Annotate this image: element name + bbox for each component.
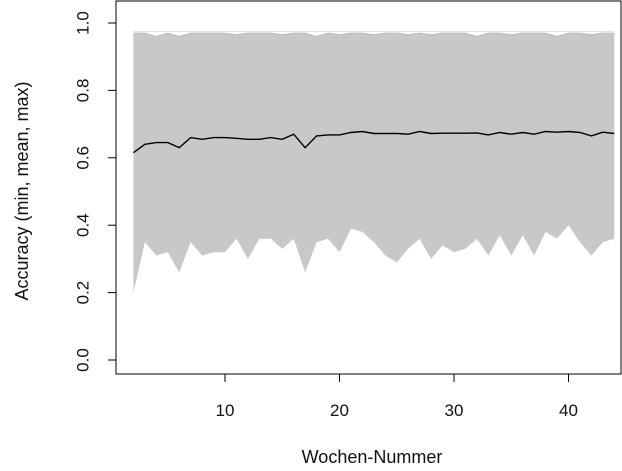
max-series-line: [133, 32, 615, 38]
x-axis-title: Wochen-Nummer: [302, 447, 443, 467]
x-tick-label: 10: [216, 401, 235, 420]
y-tick-label: 0.4: [73, 213, 92, 237]
y-tick-label: 1.0: [73, 11, 92, 35]
y-axis-title: Accuracy (min, mean, max): [12, 81, 32, 300]
y-tick-label: 0.0: [73, 348, 92, 372]
y-tick-label: 0.6: [73, 146, 92, 170]
mean-series-line: [132, 130, 615, 154]
y-tick-label: 0.8: [73, 79, 92, 103]
y-tick-label: 0.2: [73, 281, 92, 305]
x-tick-label: 20: [330, 401, 349, 420]
x-axis-ticks: 10 20 30 40: [216, 374, 578, 420]
y-axis-ticks: 0.0 0.2 0.4 0.6 0.8 1.0: [73, 11, 116, 372]
x-tick-label: 30: [445, 401, 464, 420]
x-tick-label: 40: [559, 401, 578, 420]
min-max-band: [133, 33, 615, 293]
